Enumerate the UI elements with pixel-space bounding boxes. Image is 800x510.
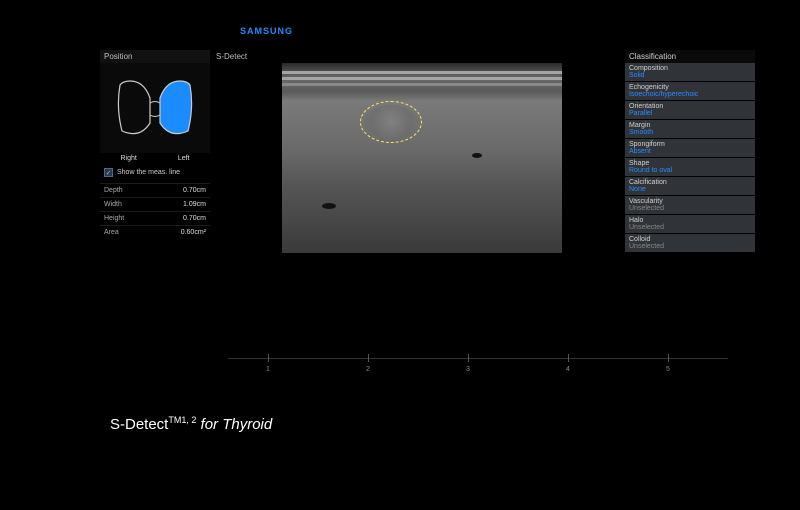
ruler-tick bbox=[568, 354, 569, 362]
classification-row[interactable]: CompositionSolid bbox=[625, 63, 755, 81]
brand-logo: SAMSUNG bbox=[240, 26, 293, 36]
meas-value: 1.09cm bbox=[183, 201, 206, 208]
show-meas-label: Show the meas. line bbox=[117, 169, 180, 176]
ruler-tick bbox=[268, 354, 269, 362]
classification-row[interactable]: ColloidUnselected bbox=[625, 234, 755, 252]
vessel-spot bbox=[322, 203, 336, 209]
classification-value: Unselected bbox=[629, 224, 751, 231]
classification-list: CompositionSolidEchogenicityIsoechoic/hy… bbox=[625, 63, 755, 252]
ruler-tick bbox=[368, 354, 369, 362]
left-panel: Position Right Left ✓ Show the meas. lin… bbox=[100, 50, 210, 239]
classification-title: Classification bbox=[625, 50, 755, 63]
meas-value: 0.70cm bbox=[183, 187, 206, 194]
classification-category: Composition bbox=[629, 65, 751, 72]
ultrasound-image[interactable] bbox=[282, 63, 562, 253]
meas-row: Area 0.60cm² bbox=[100, 225, 210, 239]
thyroid-right-lobe[interactable] bbox=[118, 81, 150, 134]
center-title: S-Detect bbox=[212, 50, 622, 63]
classification-row[interactable]: VascularityUnselected bbox=[625, 196, 755, 214]
center-panel: S-Detect bbox=[212, 50, 622, 253]
ruler-label: 4 bbox=[566, 366, 570, 373]
classification-category: Vascularity bbox=[629, 198, 751, 205]
meas-label: Width bbox=[104, 201, 122, 208]
classification-panel: Classification CompositionSolidEchogenic… bbox=[625, 50, 755, 253]
classification-category: Margin bbox=[629, 122, 751, 129]
thyroid-left-lobe[interactable] bbox=[160, 81, 192, 134]
position-title: Position bbox=[100, 50, 210, 63]
classification-category: Spongiform bbox=[629, 141, 751, 148]
show-meas-row[interactable]: ✓ Show the meas. line bbox=[100, 162, 210, 183]
thyroid-isthmus bbox=[150, 102, 160, 117]
ruler-tick bbox=[668, 354, 669, 362]
classification-value: Round to oval bbox=[629, 167, 751, 174]
stage: SAMSUNG Position Right Left ✓ Show the m… bbox=[0, 0, 800, 510]
classification-row[interactable]: EchogenicityIsoechoic/hyperechoic bbox=[625, 82, 755, 100]
meas-row: Height 0.70cm bbox=[100, 211, 210, 225]
show-meas-checkbox[interactable]: ✓ bbox=[104, 168, 113, 177]
vessel-spot bbox=[472, 153, 482, 158]
thyroid-svg bbox=[110, 73, 200, 143]
ruler-label: 5 bbox=[666, 366, 670, 373]
classification-category: Colloid bbox=[629, 236, 751, 243]
caption-product: S-Detect bbox=[110, 416, 168, 433]
classification-value: Isoechoic/hyperechoic bbox=[629, 91, 751, 98]
classification-category: Shape bbox=[629, 160, 751, 167]
thyroid-diagram[interactable] bbox=[100, 63, 210, 153]
classification-category: Orientation bbox=[629, 103, 751, 110]
classification-value: Parallel bbox=[629, 110, 751, 117]
classification-category: Halo bbox=[629, 217, 751, 224]
ruler-tick bbox=[468, 354, 469, 362]
ruler-label: 2 bbox=[366, 366, 370, 373]
lobe-right-label: Right bbox=[120, 155, 136, 162]
caption: S-DetectTM1, 2 for Thyroid bbox=[110, 415, 272, 433]
timeline-ruler[interactable]: 1 2 3 4 5 bbox=[208, 348, 728, 383]
nodule-outline[interactable] bbox=[360, 101, 422, 143]
classification-value: Unselected bbox=[629, 205, 751, 212]
classification-row[interactable]: OrientationParallel bbox=[625, 101, 755, 119]
meas-label: Depth bbox=[104, 187, 123, 194]
ruler-label: 1 bbox=[266, 366, 270, 373]
classification-category: Echogenicity bbox=[629, 84, 751, 91]
meas-label: Area bbox=[104, 229, 119, 236]
classification-value: None bbox=[629, 186, 751, 193]
measurements-list: Depth 0.70cm Width 1.09cm Height 0.70cm Are… bbox=[100, 183, 210, 239]
meas-label: Height bbox=[104, 215, 124, 222]
classification-value: Solid bbox=[629, 72, 751, 79]
caption-trademark: TM1, 2 bbox=[168, 415, 196, 425]
lobe-labels: Right Left bbox=[100, 155, 210, 162]
classification-value: Unselected bbox=[629, 243, 751, 250]
classification-row[interactable]: HaloUnselected bbox=[625, 215, 755, 233]
classification-row[interactable]: ShapeRound to oval bbox=[625, 158, 755, 176]
app-window: SAMSUNG Position Right Left ✓ Show the m… bbox=[100, 28, 755, 398]
meas-row: Depth 0.70cm bbox=[100, 183, 210, 197]
ruler-label: 3 bbox=[466, 366, 470, 373]
meas-value: 0.60cm² bbox=[181, 229, 206, 236]
classification-value: Smooth bbox=[629, 129, 751, 136]
lobe-left-label: Left bbox=[178, 155, 190, 162]
classification-row[interactable]: SpongiformAbsent bbox=[625, 139, 755, 157]
meas-row: Width 1.09cm bbox=[100, 197, 210, 211]
classification-row[interactable]: MarginSmooth bbox=[625, 120, 755, 138]
caption-suffix: for Thyroid bbox=[196, 416, 272, 433]
meas-value: 0.70cm bbox=[183, 215, 206, 222]
ruler-line bbox=[228, 358, 728, 359]
classification-row[interactable]: CalcificationNone bbox=[625, 177, 755, 195]
classification-value: Absent bbox=[629, 148, 751, 155]
classification-category: Calcification bbox=[629, 179, 751, 186]
